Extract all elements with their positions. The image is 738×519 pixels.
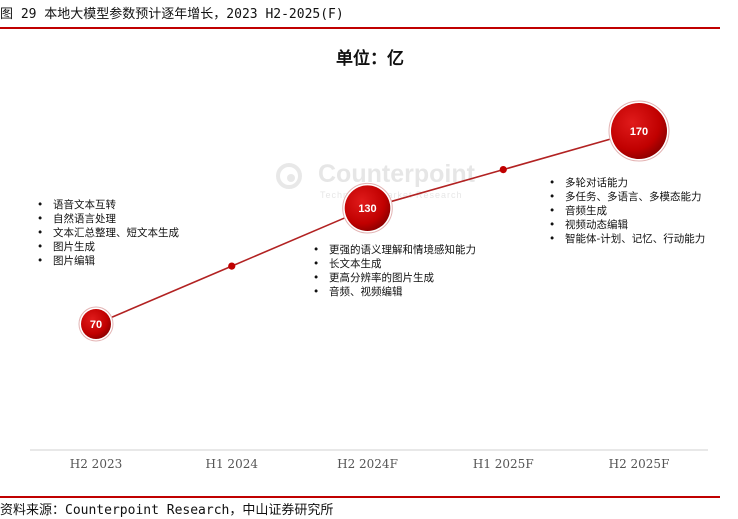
data-bubble-h2-2025f (611, 103, 667, 159)
source-note: 资料来源：Counterpoint Research，中山证券研究所 (0, 503, 334, 518)
annotation-item: 长文本生成 (313, 257, 488, 271)
data-label: 130 (358, 203, 376, 215)
annotation-item: 智能体-计划、记忆、行动能力 (549, 232, 719, 246)
x-tick-label: H1 2025F (473, 457, 534, 471)
data-label: 170 (630, 126, 648, 138)
annotation-h2-2025f: 多轮对话能力 多任务、多语言、多模态能力 音频生成 视频动态编辑 智能体-计划、… (549, 176, 719, 246)
x-tick-label: H2 2024F (337, 457, 398, 471)
data-label: 70 (90, 319, 102, 331)
annotation-item: 多任务、多语言、多模态能力 (549, 190, 719, 204)
data-bubble-h2-2024f (344, 185, 391, 231)
bottom-divider (0, 496, 720, 498)
annotation-item: 图片编辑 (37, 254, 227, 268)
annotation-item: 自然语言处理 (37, 212, 227, 226)
annotation-item: 更高分辨率的图片生成 (313, 271, 488, 285)
annotation-item: 音频生成 (549, 204, 719, 218)
annotation-item: 视频动态编辑 (549, 218, 719, 232)
data-point-h1-2025f (499, 166, 507, 174)
annotation-h2-2024f: 更强的语义理解和情境感知能力 长文本生成 更高分辨率的图片生成 音频、视频编辑 (313, 243, 488, 299)
x-tick-label: H2 2023 (70, 457, 122, 471)
x-tick-label: H1 2024 (206, 457, 259, 471)
unit-label: 单位：亿 (336, 49, 404, 69)
x-tick-label: H2 2025F (609, 457, 670, 471)
annotation-item: 文本汇总整理、短文本生成 (37, 226, 227, 240)
annotation-h2-2023: 语音文本互转 自然语言处理 文本汇总整理、短文本生成 图片生成 图片编辑 (37, 198, 227, 268)
annotation-item: 更强的语义理解和情境感知能力 (313, 243, 488, 257)
annotation-item: 多轮对话能力 (549, 176, 719, 190)
x-tick-labels: H2 2023 H1 2024 H2 2024F H1 2025F H2 2025F (70, 457, 670, 471)
annotation-item: 语音文本互转 (37, 198, 227, 212)
data-bubble-h2-2023 (81, 309, 111, 339)
data-point-h1-2024 (228, 262, 236, 270)
figure-title: 图 29 本地大模型参数预计逐年增长，2023 H2-2025(F) (0, 7, 344, 22)
marker-group: 70 130 170 (78, 100, 670, 342)
top-divider (0, 27, 720, 29)
annotation-item: 图片生成 (37, 240, 227, 254)
annotation-item: 音频、视频编辑 (313, 285, 488, 299)
